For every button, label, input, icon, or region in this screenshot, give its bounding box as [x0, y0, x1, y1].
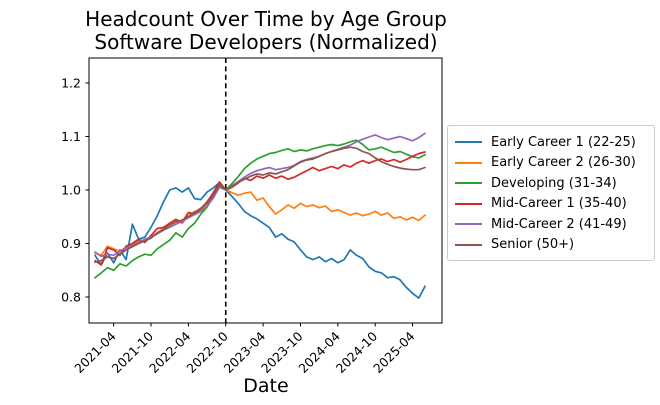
series-line-mid-career-1-35-40 [94, 151, 426, 266]
legend-line-sample [455, 202, 482, 205]
chart-subtitle: Software Developers (Normalized) [94, 30, 438, 54]
legend-label: Early Career 1 (22-25) [491, 134, 636, 150]
axes-frame [88, 57, 443, 324]
legend-label: Senior (50+) [491, 237, 575, 253]
legend-line-sample [455, 243, 482, 246]
series-line-early-career-2-26-30 [94, 182, 426, 257]
legend-label: Mid-Career 2 (41-49) [491, 216, 627, 232]
legend-label: Developing (31-34) [491, 175, 617, 191]
legend-label: Mid-Career 1 (35-40) [491, 196, 627, 212]
legend-item: Mid-Career 1 (35-40) [455, 194, 647, 215]
series-line-senior-50 [94, 146, 426, 264]
series-line-mid-career-2-41-49 [94, 132, 426, 258]
legend-label: Early Career 2 (26-30) [491, 155, 636, 171]
legend-line-sample [455, 161, 482, 164]
y-tick-label: 0.8 [61, 290, 81, 305]
series-line-early-career-1-22-25 [94, 181, 426, 299]
series-line-developing-31-34 [94, 139, 426, 279]
legend-line-sample [455, 141, 482, 144]
y-tick-label: 1.0 [61, 183, 81, 198]
y-tick-label: 1.2 [61, 76, 81, 91]
x-tick-label: 2025-04 [370, 328, 418, 376]
x-axis-label: Date [243, 375, 289, 397]
legend-item: Mid-Career 2 (41-49) [455, 214, 647, 235]
legend: Early Career 1 (22-25) Early Career 2 (26… [447, 125, 655, 261]
legend-item: Developing (31-34) [455, 173, 647, 194]
legend-line-sample [455, 223, 482, 226]
legend-item: Early Career 2 (26-30) [455, 153, 647, 174]
legend-line-sample [455, 182, 482, 185]
legend-item: Senior (50+) [455, 235, 647, 256]
y-tick-label: 1.1 [61, 129, 81, 144]
y-tick-label: 0.9 [61, 236, 81, 251]
legend-item: Early Career 1 (22-25) [455, 132, 647, 153]
chart-title: Headcount Over Time by Age Group [85, 7, 447, 31]
